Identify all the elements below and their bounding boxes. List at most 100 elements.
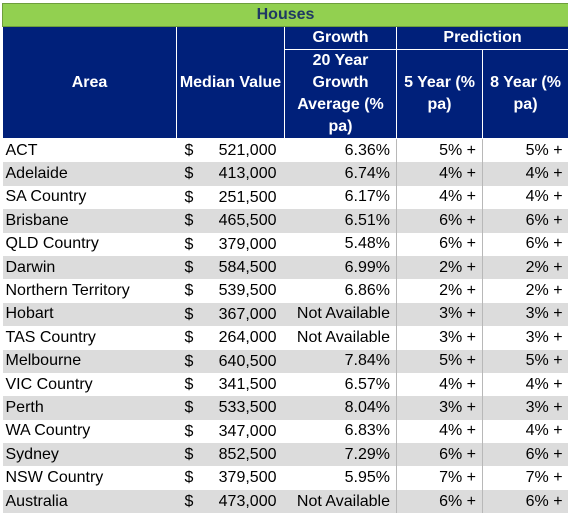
table-row[interactable]: Melbourne $640,500 7.84% 5% +5% + <box>2 349 568 373</box>
cell-area: NSW Country <box>2 466 177 490</box>
median-amount: 539,500 <box>218 282 277 300</box>
cell-growth-average: Not Available <box>284 326 397 350</box>
median-amount: 640,500 <box>218 352 277 370</box>
cell-growth-average: Not Available <box>284 302 397 327</box>
houses-table-container: Houses Area Median Value Growth Predicti… <box>1 3 568 514</box>
header-row-groups: Area Median Value Growth Prediction <box>2 26 568 139</box>
currency-symbol: $ <box>184 329 194 347</box>
cell-area: VIC Country <box>2 372 177 397</box>
table-header: Houses Area Median Value Growth Predicti… <box>1 3 568 139</box>
currency-symbol: $ <box>184 422 194 440</box>
cell-growth-average: 7.29% <box>284 443 397 467</box>
cell-median-value: $251,500 <box>176 185 285 210</box>
currency-symbol: $ <box>184 142 194 159</box>
header-row-sub: 20 Year Growth Average (% pa) 5 Year (% … <box>3 49 568 139</box>
cell-area: WA Country <box>2 419 177 444</box>
cell-five-year: 3% + <box>396 326 483 350</box>
table-row[interactable]: Adelaide $413,000 6.74% 4% +4% + <box>2 162 568 186</box>
header-growth-average: 20 Year Growth Average (% pa) <box>284 49 397 139</box>
cell-eight-year: 2% + <box>481 279 568 303</box>
cell-median-value: $264,000 <box>176 326 285 350</box>
cell-growth-average: 6.17% <box>284 185 397 210</box>
table-row[interactable]: NSW Country $379,500 5.95% 7% +7% + <box>2 466 568 490</box>
cell-five-year: 2% + <box>396 279 483 303</box>
houses-table: Houses Area Median Value Growth Predicti… <box>1 3 568 514</box>
median-amount: 413,000 <box>218 165 277 183</box>
cell-median-value: $852,500 <box>176 443 285 467</box>
cell-area: Perth <box>2 396 177 420</box>
currency-symbol: $ <box>184 165 194 183</box>
cell-area: Brisbane <box>2 209 177 233</box>
cell-eight-year: 5% + <box>481 349 568 373</box>
cell-median-value: $379,000 <box>176 232 285 256</box>
median-amount: 533,500 <box>218 399 277 417</box>
cell-eight-year: 2% + <box>481 255 568 280</box>
cell-five-year: 5% + <box>396 138 483 163</box>
currency-symbol: $ <box>184 469 194 487</box>
table-row[interactable]: Darwin $584,500 6.99% 2% +2% + <box>2 255 568 280</box>
cell-eight-year: 6% + <box>481 209 568 233</box>
table-row[interactable]: WA Country $347,000 6.83% 4% +4% + <box>2 419 568 444</box>
cell-five-year: 6% + <box>396 489 483 514</box>
currency-symbol: $ <box>184 305 194 323</box>
cell-area: SA Country <box>2 185 177 210</box>
cell-area: Melbourne <box>2 349 177 373</box>
cell-five-year: 7% + <box>396 466 483 490</box>
cell-eight-year: 3% + <box>481 396 568 420</box>
table-row[interactable]: ACT $521,000 6.36% 5% +5% + <box>2 138 568 163</box>
cell-eight-year: 7% + <box>481 466 568 490</box>
table-row[interactable]: Northern Territory $539,500 6.86% 2% +2% + <box>2 279 568 303</box>
median-amount: 521,000 <box>218 142 277 159</box>
table-row[interactable]: Hobart $367,000 Not Available 3% +3% + <box>2 302 568 327</box>
cell-five-year: 2% + <box>396 255 483 280</box>
currency-symbol: $ <box>184 352 194 370</box>
median-amount: 465,500 <box>218 212 277 230</box>
header-area: Area <box>2 26 177 139</box>
currency-symbol: $ <box>184 492 194 510</box>
cell-five-year: 3% + <box>396 396 483 420</box>
table-row[interactable]: VIC Country $341,500 6.57% 4% +4% + <box>2 372 568 397</box>
cell-area: Australia <box>2 489 177 514</box>
cell-five-year: 4% + <box>396 419 483 444</box>
cell-five-year: 4% + <box>396 372 483 397</box>
cell-eight-year: 6% + <box>481 443 568 467</box>
cell-eight-year: 5% + <box>481 138 568 163</box>
currency-symbol: $ <box>184 375 194 393</box>
currency-symbol: $ <box>184 446 194 464</box>
cell-median-value: $584,500 <box>176 255 285 280</box>
table-row[interactable]: Brisbane $465,500 6.51% 6% +6% + <box>2 209 568 233</box>
cell-five-year: 6% + <box>396 443 483 467</box>
cell-median-value: $347,000 <box>176 419 285 444</box>
cell-median-value: $367,000 <box>176 302 285 327</box>
table-row[interactable]: SA Country $251,500 6.17% 4% +4% + <box>2 185 568 210</box>
cell-growth-average: 5.95% <box>284 466 397 490</box>
table-row[interactable]: Perth $533,500 8.04% 3% +3% + <box>2 396 568 420</box>
table-row[interactable]: TAS Country $264,000 Not Available 3% +3% + <box>2 326 568 350</box>
currency-symbol: $ <box>184 212 194 230</box>
header-five-year: 5 Year (% pa) <box>396 49 483 139</box>
cell-eight-year: 3% + <box>481 302 568 327</box>
median-amount: 347,000 <box>218 422 277 440</box>
cell-eight-year: 4% + <box>481 185 568 210</box>
table-row[interactable]: QLD Country $379,000 5.48% 6% +6% + <box>2 232 568 256</box>
header-eight-year: 8 Year (% pa) <box>481 49 568 139</box>
table-row[interactable]: Australia $473,000 Not Available 6% +6% + <box>2 489 568 514</box>
cell-area: Adelaide <box>2 162 177 186</box>
cell-growth-average: 5.48% <box>284 232 397 256</box>
cell-eight-year: 4% + <box>481 162 568 186</box>
cell-five-year: 4% + <box>396 162 483 186</box>
median-amount: 367,000 <box>218 305 277 323</box>
cell-eight-year: 4% + <box>481 419 568 444</box>
cell-five-year: 6% + <box>396 209 483 233</box>
cell-growth-average: 6.57% <box>284 372 397 397</box>
cell-five-year: 6% + <box>396 232 483 256</box>
table-row[interactable]: Sydney $852,500 7.29% 6% +6% + <box>2 443 568 467</box>
cell-median-value: $413,000 <box>176 162 285 186</box>
cell-area: Darwin <box>2 255 177 280</box>
currency-symbol: $ <box>184 399 194 417</box>
median-amount: 379,500 <box>218 469 277 487</box>
median-amount: 264,000 <box>218 329 277 347</box>
table-title: Houses <box>1 3 568 27</box>
cell-growth-average: 8.04% <box>284 396 397 420</box>
header-median-value: Median Value <box>176 26 285 139</box>
